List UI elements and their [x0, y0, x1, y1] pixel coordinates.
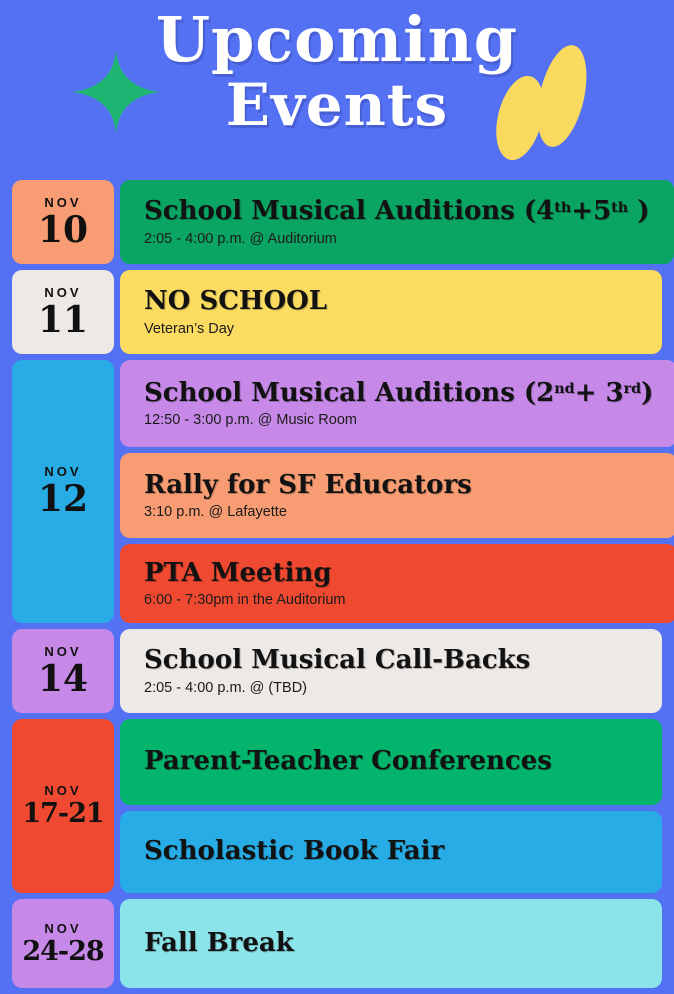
- event-row-nov-14: NOV 14 School Musical Call-Backs 2:05 - …: [12, 629, 662, 713]
- event-subtitle: 6:00 - 7:30pm in the Auditorium: [144, 592, 346, 609]
- event-title: Parent-Teacher Conferences: [144, 746, 552, 777]
- page-title: Upcoming Events: [0, 3, 674, 139]
- event-subtitle: 2:05 - 4:00 p.m. @ Auditorium: [144, 230, 337, 247]
- event-row-nov-12: NOV 12 School Musical Auditions (2nd+ 3r…: [12, 360, 674, 623]
- event-row-nov-24-28: NOV 24-28 Fall Break: [12, 899, 662, 988]
- date-badge-nov-14: NOV 14: [12, 629, 114, 713]
- date-badge-nov-17-21: NOV 17-21: [12, 719, 114, 893]
- card-stack: Parent-Teacher Conferences Scholastic Bo…: [120, 719, 662, 893]
- event-title: School Musical Auditions (2nd+ 3rd): [144, 377, 654, 408]
- date-badge-nov-11: NOV 11: [12, 270, 114, 354]
- poster-header: Upcoming Events: [0, 0, 674, 180]
- date-day: 14: [37, 657, 89, 700]
- event-row-nov-10: NOV 10 School Musical Auditions (4th+5th…: [12, 180, 674, 264]
- event-subtitle: Veteran’s Day: [144, 320, 235, 337]
- event-title: NO SCHOOL: [144, 286, 328, 317]
- event-subtitle: 12:50 - 3:00 p.m. @ Music Room: [144, 412, 357, 429]
- event-title: Rally for SF Educators: [144, 469, 472, 500]
- event-title: Scholastic Book Fair: [144, 836, 445, 867]
- date-month: NOV: [44, 920, 82, 936]
- event-row-nov-17-21: NOV 17-21 Parent-Teacher Conferences Sch…: [12, 719, 662, 893]
- date-month: NOV: [44, 464, 82, 480]
- event-title: Fall Break: [144, 927, 294, 958]
- event-card-fall-break: Fall Break: [120, 899, 662, 988]
- date-day: 11: [37, 298, 89, 341]
- card-stack: School Musical Auditions (2nd+ 3rd) 12:5…: [120, 360, 674, 623]
- date-day: 24-28: [22, 935, 104, 967]
- event-card-pta-meeting: PTA Meeting 6:00 - 7:30pm in the Auditor…: [120, 544, 674, 623]
- event-title: PTA Meeting: [144, 557, 332, 588]
- card-stack: Fall Break: [120, 899, 662, 988]
- event-row-nov-11: NOV 11 NO SCHOOL Veteran’s Day: [12, 270, 662, 354]
- event-card-musical-auditions-2-3: School Musical Auditions (2nd+ 3rd) 12:5…: [120, 360, 674, 447]
- card-stack: School Musical Auditions (4th+5th ) 2:05…: [120, 180, 674, 264]
- event-subtitle: 2:05 - 4:00 p.m. @ (TBD): [144, 679, 307, 696]
- page-title-line2: Events: [225, 71, 449, 139]
- date-badge-nov-24-28: NOV 24-28: [12, 899, 114, 988]
- event-title: School Musical Call-Backs: [144, 645, 531, 676]
- page-title-line1: Upcoming: [155, 3, 519, 76]
- event-card-musical-auditions-4-5: School Musical Auditions (4th+5th ) 2:05…: [120, 180, 674, 264]
- event-title: School Musical Auditions (4th+5th ): [144, 196, 650, 227]
- date-month: NOV: [44, 783, 82, 799]
- date-badge-nov-12: NOV 12: [12, 360, 114, 623]
- event-card-parent-teacher-conferences: Parent-Teacher Conferences: [120, 719, 662, 805]
- event-card-no-school: NO SCHOOL Veteran’s Day: [120, 270, 662, 354]
- date-day: 10: [37, 208, 89, 251]
- date-month: NOV: [44, 643, 82, 659]
- sparkle-icon: [72, 50, 160, 134]
- brush-blob-icon: [496, 45, 587, 161]
- date-badge-nov-10: NOV 10: [12, 180, 114, 264]
- event-card-scholastic-book-fair: Scholastic Book Fair: [120, 811, 662, 893]
- event-card-rally-sf-educators: Rally for SF Educators 3:10 p.m. @ Lafay…: [120, 453, 674, 538]
- date-month: NOV: [44, 194, 82, 210]
- event-subtitle: 3:10 p.m. @ Lafayette: [144, 504, 287, 521]
- date-day: 17-21: [22, 798, 104, 830]
- event-card-musical-call-backs: School Musical Call-Backs 2:05 - 4:00 p.…: [120, 629, 662, 713]
- card-stack: School Musical Call-Backs 2:05 - 4:00 p.…: [120, 629, 662, 713]
- event-list: NOV 10 School Musical Auditions (4th+5th…: [12, 180, 674, 988]
- card-stack: NO SCHOOL Veteran’s Day: [120, 270, 662, 354]
- date-month: NOV: [44, 284, 82, 300]
- date-day: 12: [37, 478, 89, 521]
